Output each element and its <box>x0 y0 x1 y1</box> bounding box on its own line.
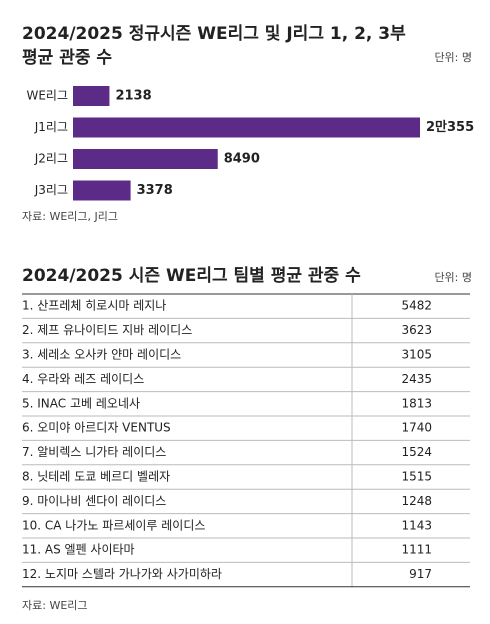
unit-note: 단위: 명 <box>434 51 472 64</box>
source-note: 자료: WE리그 <box>22 599 88 612</box>
attendance: 1515 <box>401 470 432 484</box>
chart-title: 평균 관중 수 <box>22 48 112 68</box>
team-name: 8. 닛테레 도쿄 베르디 벨레자 <box>22 470 170 484</box>
team-name: 6. 오미야 아르디자 VENTUS <box>22 421 171 435</box>
team-name: 9. 마이나비 센다이 레이디스 <box>22 494 166 508</box>
value-label: 2만355 <box>426 119 474 135</box>
attendance: 1740 <box>401 421 432 435</box>
bar <box>73 180 131 201</box>
category-label: WE리그 <box>26 89 68 103</box>
unit-note: 단위: 명 <box>434 271 472 284</box>
value-label: 3378 <box>137 183 173 198</box>
team-name: 7. 알비렉스 니가타 레이디스 <box>22 445 166 459</box>
team-name: 10. CA 나가노 파르세이루 레이디스 <box>22 518 205 532</box>
bar <box>73 149 218 169</box>
value-label: 8490 <box>224 152 260 167</box>
attendance: 1143 <box>401 518 432 532</box>
team-name: 11. AS 엘펜 사이타마 <box>22 543 135 557</box>
category-label: J1리그 <box>34 120 68 134</box>
attendance: 917 <box>409 567 432 581</box>
table-title: 2024/2025 시즌 WE리그 팀별 평균 관중 수 <box>22 266 361 286</box>
team-name: 4. 우라와 레즈 레이디스 <box>22 372 144 386</box>
attendance: 3623 <box>401 323 432 337</box>
attendance: 2435 <box>401 372 432 386</box>
team-name: 1. 산프레체 히로시마 레지나 <box>22 299 166 313</box>
category-label: J2리그 <box>34 152 68 166</box>
team-name: 12. 노지마 스텔라 가나가와 사가미하라 <box>22 567 222 581</box>
chart-title: 2024/2025 정규시즌 WE리그 및 J리그 1, 2, 3부 <box>22 24 406 44</box>
team-name: 5. INAC 고베 레오네사 <box>22 396 140 410</box>
attendance: 5482 <box>401 299 432 313</box>
team-name: 3. 세레소 오사카 얀마 레이디스 <box>22 348 181 362</box>
attendance: 1248 <box>401 494 432 508</box>
source-note: 자료: WE리그, J리그 <box>22 210 118 223</box>
bar <box>73 117 420 138</box>
attendance: 1524 <box>401 445 432 459</box>
attendance: 3105 <box>401 348 432 362</box>
bar <box>73 86 110 106</box>
value-label: 2138 <box>115 89 151 104</box>
attendance: 1813 <box>401 396 432 410</box>
category-label: J3리그 <box>34 183 68 197</box>
team-name: 2. 제프 유나이티드 지바 레이디스 <box>22 323 192 337</box>
attendance: 1111 <box>401 543 432 557</box>
